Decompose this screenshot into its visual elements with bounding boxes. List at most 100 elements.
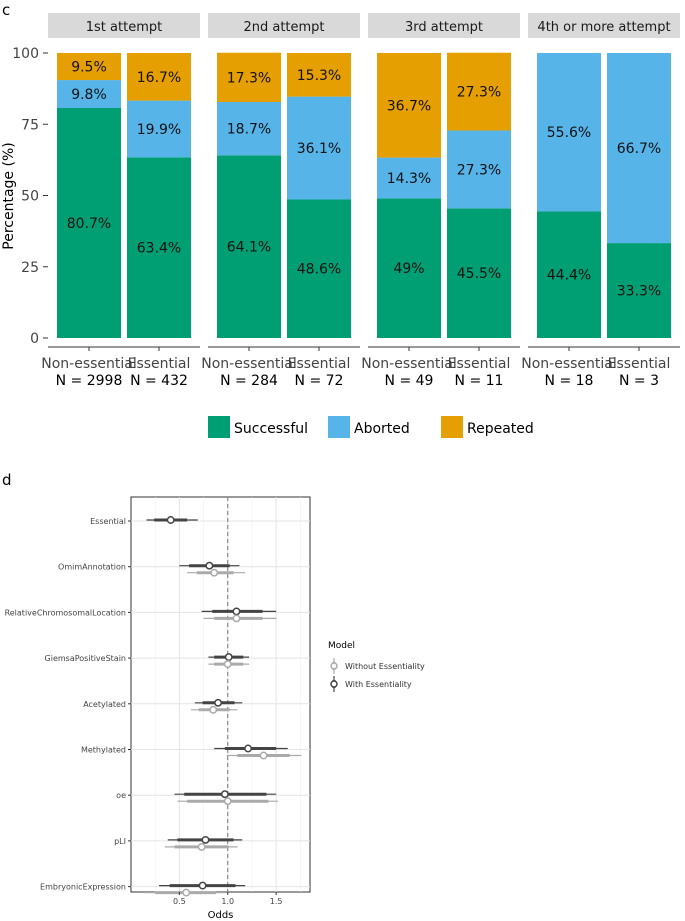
bar-value-label: 9.8% [71,87,107,103]
y-tick-label: 50 [21,189,39,205]
bar-value-label: 19.9% [137,122,181,138]
without-essentiality-estimate [232,614,241,623]
bar-segment [217,52,281,103]
x-tick-count: N = 49 [385,373,434,389]
y-tick-label: RelativeChromosomalLocation [5,608,126,617]
legend-key [208,416,230,438]
x-tick-count: N = 18 [545,373,594,389]
legend-key [441,416,463,438]
bar-value-label: 55.6% [547,125,591,141]
legend-label: Successful [234,421,308,437]
bar-value-label: 18.7% [227,122,271,138]
with-essentiality-estimate [205,561,214,570]
bar-value-label: 27.3% [457,85,501,101]
bar-value-label: 27.3% [457,162,501,178]
y-axis-label: Percentage (%) [1,142,17,249]
bar-segment [537,53,601,212]
x-tick-label: Non-essential [521,356,617,372]
x-tick-label: Non-essential [361,356,457,372]
bar-value-label: 80.7% [67,216,111,232]
stacked-bar-panel: Percentage (%) 0 25 50 75 100 1st attempt 80.7%… [1,13,680,389]
bar-value-label: 64.1% [227,240,271,256]
y-tick-label: pLI [114,837,126,846]
with-essentiality-estimate [201,835,210,844]
without-essentiality-estimate [182,888,191,897]
forest-plot-panel: Essential OmimAnnotation RelativeChromosom… [5,496,425,921]
facet-strip [368,13,520,38]
bar-segment [217,102,281,156]
y-tick-label: 0 [30,331,39,347]
bar-segment [127,100,191,158]
bar-segment [607,243,671,338]
facet-strip [48,13,200,38]
y-tick-label: Acetylated [83,700,126,709]
facet-title: 4th or more attempt [537,20,670,35]
x-tick-label: Essential [288,356,351,372]
with-essentiality-estimate [244,744,253,753]
bar-value-label: 15.3% [297,68,341,84]
legend-label: Repeated [467,421,534,437]
x-tick-count: N = 2998 [56,373,123,389]
bar-value-label: 44.4% [547,268,591,284]
legend-label: Aborted [354,421,410,437]
legend-key-point [330,662,338,670]
x-tick-label: 1.5 [270,897,283,906]
without-essentiality-estimate [197,842,206,851]
bar-value-label: 49% [393,261,424,277]
with-essentiality-estimate [232,607,241,616]
with-essentiality-estimate [166,516,175,524]
x-tick-count: N = 3 [619,373,659,389]
x-tick-label: 0.5 [173,897,186,906]
with-essentiality-estimate [198,881,207,890]
x-tick-label: Non-essential [41,356,137,372]
facet-title: 3rd attempt [405,20,483,35]
y-tick-label: GiemsaPositiveStain [45,654,126,663]
without-essentiality-estimate [223,660,232,669]
plot-frame [130,496,311,893]
without-essentiality-estimate [223,797,232,806]
panel-label-c: c [2,1,10,19]
x-tick-count: N = 432 [130,373,188,389]
x-tick-label: Essential [608,356,671,372]
without-essentiality-estimate [210,568,219,577]
bar-value-label: 45.5% [457,266,501,282]
bar-segment [57,108,121,338]
legend-key [328,416,350,438]
y-tick-label: 25 [21,260,39,276]
y-tick-label: oe [116,791,126,800]
bar-value-label: 16.7% [137,70,181,86]
x-tick-label: Non-essential [201,356,297,372]
stacked-bar-legend: Successful Aborted Repeated [208,416,534,438]
with-essentiality-estimate [224,653,233,662]
legend-key-point [330,680,338,688]
bar-segment [57,53,121,81]
bar-value-label: 36.7% [387,98,431,114]
bar-segment [287,199,351,338]
with-essentiality-estimate [220,790,229,799]
bar-segment [377,53,441,158]
y-tick-label: 100 [12,46,39,62]
bar-value-label: 17.3% [227,70,271,86]
legend-label: Without Essentiality [345,662,425,671]
bar-value-label: 9.5% [71,60,107,76]
bar-segment [57,80,121,109]
without-essentiality-estimate [209,705,218,714]
bar-segment [447,208,511,338]
bar-segment [377,157,441,199]
bar-segment [447,130,511,209]
x-tick-label: Essential [448,356,511,372]
bar-segment [287,96,351,200]
bar-segment [607,53,671,244]
facet-title: 2nd attempt [243,20,324,35]
bar-segment [287,53,351,97]
bar-segment [377,198,441,338]
legend-title: Model [328,641,355,651]
bar-value-label: 14.3% [387,171,431,187]
bar-value-label: 33.3% [617,284,661,300]
facet-strip [208,13,360,38]
y-tick-label: Methylated [81,746,126,755]
legend-label: With Essentiality [345,680,412,689]
y-tick-label: Essential [90,517,126,526]
y-tick-label: EmbryonicExpression [40,883,126,892]
